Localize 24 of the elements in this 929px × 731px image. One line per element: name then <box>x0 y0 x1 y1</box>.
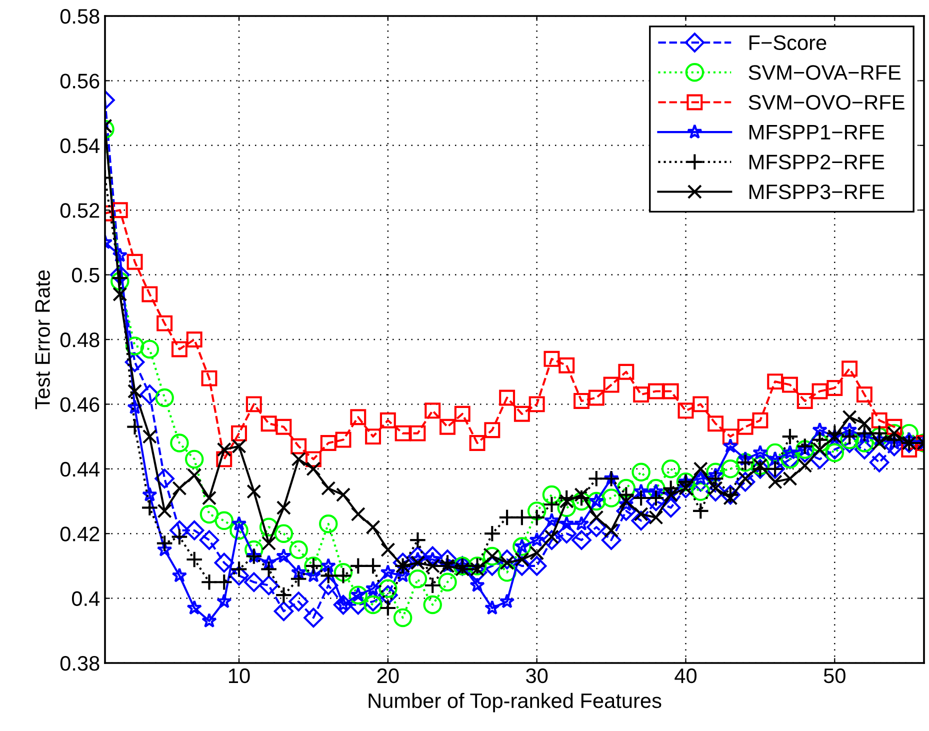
y-tick-label: 0.48 <box>60 332 100 348</box>
y-tick-label: 0.42 <box>60 526 100 542</box>
y-tick-label: 0.56 <box>60 74 100 88</box>
y-tick-label: 0.58 <box>60 9 100 24</box>
legend-label: MFSPP2−RFE <box>750 154 884 170</box>
legend-label: F−Score <box>750 35 826 50</box>
y-tick-label: 0.38 <box>60 656 100 671</box>
x-tick-label: 40 <box>674 668 697 684</box>
legend-label: MFSPP1−RFE <box>750 124 884 140</box>
y-tick-label: 0.5 <box>72 268 100 283</box>
legend-label: SVM−OVA−RFE <box>748 65 901 80</box>
y-tick-label: 0.54 <box>60 138 100 154</box>
legend-label: SVM−OVO−RFE <box>748 94 904 110</box>
x-tick-label: 30 <box>526 668 548 684</box>
x-tick-label: 10 <box>229 668 250 684</box>
x-tick-label: 50 <box>824 668 846 684</box>
x-tick-label: 20 <box>377 668 399 684</box>
y-tick-label: 0.46 <box>60 397 100 412</box>
y-tick-label: 0.44 <box>60 462 100 477</box>
x-axis-title: Number of Top-ranked Features <box>368 692 662 712</box>
y-tick-label: 0.4 <box>72 591 100 606</box>
y-tick-label: 0.52 <box>60 203 100 218</box>
legend-label: MFSPP3−RFE <box>750 184 884 200</box>
y-axis-title: Test Error Rate <box>35 270 50 410</box>
